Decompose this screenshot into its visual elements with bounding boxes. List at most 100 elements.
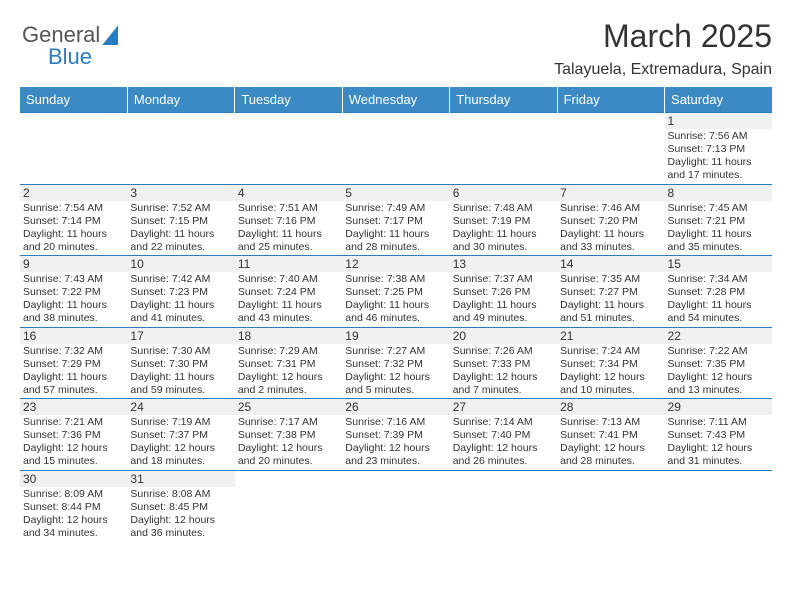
calendar-cell xyxy=(665,470,772,541)
day-number: 11 xyxy=(235,256,342,272)
calendar-cell: 16Sunrise: 7:32 AMSunset: 7:29 PMDayligh… xyxy=(20,327,127,399)
calendar-cell: 2Sunrise: 7:54 AMSunset: 7:14 PMDaylight… xyxy=(20,184,127,256)
calendar-cell: 22Sunrise: 7:22 AMSunset: 7:35 PMDayligh… xyxy=(665,327,772,399)
calendar-cell: 21Sunrise: 7:24 AMSunset: 7:34 PMDayligh… xyxy=(557,327,664,399)
calendar-week: 23Sunrise: 7:21 AMSunset: 7:36 PMDayligh… xyxy=(20,399,772,471)
day-info: Sunrise: 7:42 AMSunset: 7:23 PMDaylight:… xyxy=(130,273,231,326)
day-number: 27 xyxy=(450,399,557,415)
calendar-cell: 26Sunrise: 7:16 AMSunset: 7:39 PMDayligh… xyxy=(342,399,449,471)
day-info: Sunrise: 7:38 AMSunset: 7:25 PMDaylight:… xyxy=(345,273,446,326)
day-number: 28 xyxy=(557,399,664,415)
day-info: Sunrise: 8:09 AMSunset: 8:44 PMDaylight:… xyxy=(23,488,124,541)
calendar-table: Sunday Monday Tuesday Wednesday Thursday… xyxy=(20,87,772,541)
day-number: 15 xyxy=(665,256,772,272)
day-info: Sunrise: 7:22 AMSunset: 7:35 PMDaylight:… xyxy=(668,345,769,398)
day-number: 22 xyxy=(665,328,772,344)
day-info: Sunrise: 7:26 AMSunset: 7:33 PMDaylight:… xyxy=(453,345,554,398)
day-info: Sunrise: 7:46 AMSunset: 7:20 PMDaylight:… xyxy=(560,202,661,255)
day-number: 26 xyxy=(342,399,449,415)
calendar-cell: 8Sunrise: 7:45 AMSunset: 7:21 PMDaylight… xyxy=(665,184,772,256)
day-info: Sunrise: 7:16 AMSunset: 7:39 PMDaylight:… xyxy=(345,416,446,469)
calendar-cell: 10Sunrise: 7:42 AMSunset: 7:23 PMDayligh… xyxy=(127,256,234,328)
calendar-week: 30Sunrise: 8:09 AMSunset: 8:44 PMDayligh… xyxy=(20,470,772,541)
day-number: 19 xyxy=(342,328,449,344)
day-info: Sunrise: 7:17 AMSunset: 7:38 PMDaylight:… xyxy=(238,416,339,469)
day-number: 5 xyxy=(342,185,449,201)
day-number: 4 xyxy=(235,185,342,201)
day-info: Sunrise: 7:14 AMSunset: 7:40 PMDaylight:… xyxy=(453,416,554,469)
calendar-cell xyxy=(235,113,342,185)
calendar-cell: 12Sunrise: 7:38 AMSunset: 7:25 PMDayligh… xyxy=(342,256,449,328)
calendar-cell: 13Sunrise: 7:37 AMSunset: 7:26 PMDayligh… xyxy=(450,256,557,328)
day-header: Friday xyxy=(557,87,664,113)
logo-text-2: Blue xyxy=(48,44,92,70)
calendar-cell: 31Sunrise: 8:08 AMSunset: 8:45 PMDayligh… xyxy=(127,470,234,541)
calendar-cell xyxy=(20,113,127,185)
day-info: Sunrise: 7:51 AMSunset: 7:16 PMDaylight:… xyxy=(238,202,339,255)
logo-sail-icon xyxy=(102,25,118,45)
day-header: Sunday xyxy=(20,87,127,113)
calendar-cell: 18Sunrise: 7:29 AMSunset: 7:31 PMDayligh… xyxy=(235,327,342,399)
day-number: 17 xyxy=(127,328,234,344)
calendar-cell: 19Sunrise: 7:27 AMSunset: 7:32 PMDayligh… xyxy=(342,327,449,399)
calendar-week: 1Sunrise: 7:56 AMSunset: 7:13 PMDaylight… xyxy=(20,113,772,185)
day-number: 12 xyxy=(342,256,449,272)
day-info: Sunrise: 7:40 AMSunset: 7:24 PMDaylight:… xyxy=(238,273,339,326)
day-number: 31 xyxy=(127,471,234,487)
day-info: Sunrise: 7:49 AMSunset: 7:17 PMDaylight:… xyxy=(345,202,446,255)
day-number: 8 xyxy=(665,185,772,201)
calendar-cell: 3Sunrise: 7:52 AMSunset: 7:15 PMDaylight… xyxy=(127,184,234,256)
calendar-cell: 27Sunrise: 7:14 AMSunset: 7:40 PMDayligh… xyxy=(450,399,557,471)
calendar-week: 9Sunrise: 7:43 AMSunset: 7:22 PMDaylight… xyxy=(20,256,772,328)
calendar-cell: 15Sunrise: 7:34 AMSunset: 7:28 PMDayligh… xyxy=(665,256,772,328)
calendar-cell: 28Sunrise: 7:13 AMSunset: 7:41 PMDayligh… xyxy=(557,399,664,471)
day-number: 9 xyxy=(20,256,127,272)
day-number: 13 xyxy=(450,256,557,272)
location-text: Talayuela, Extremadura, Spain xyxy=(20,61,772,79)
day-info: Sunrise: 7:56 AMSunset: 7:13 PMDaylight:… xyxy=(668,130,769,183)
day-info: Sunrise: 7:11 AMSunset: 7:43 PMDaylight:… xyxy=(668,416,769,469)
calendar-cell: 20Sunrise: 7:26 AMSunset: 7:33 PMDayligh… xyxy=(450,327,557,399)
day-number: 25 xyxy=(235,399,342,415)
calendar-cell: 9Sunrise: 7:43 AMSunset: 7:22 PMDaylight… xyxy=(20,256,127,328)
day-header: Wednesday xyxy=(342,87,449,113)
calendar-cell xyxy=(235,470,342,541)
header: March 2025 Talayuela, Extremadura, Spain xyxy=(20,18,772,79)
calendar-cell: 1Sunrise: 7:56 AMSunset: 7:13 PMDaylight… xyxy=(665,113,772,185)
day-number: 7 xyxy=(557,185,664,201)
day-info: Sunrise: 7:32 AMSunset: 7:29 PMDaylight:… xyxy=(23,345,124,398)
day-number: 23 xyxy=(20,399,127,415)
calendar-cell: 23Sunrise: 7:21 AMSunset: 7:36 PMDayligh… xyxy=(20,399,127,471)
day-info: Sunrise: 7:24 AMSunset: 7:34 PMDaylight:… xyxy=(560,345,661,398)
day-number: 24 xyxy=(127,399,234,415)
day-number: 2 xyxy=(20,185,127,201)
day-number: 20 xyxy=(450,328,557,344)
calendar-week: 2Sunrise: 7:54 AMSunset: 7:14 PMDaylight… xyxy=(20,184,772,256)
day-number: 16 xyxy=(20,328,127,344)
day-info: Sunrise: 7:34 AMSunset: 7:28 PMDaylight:… xyxy=(668,273,769,326)
calendar-cell: 4Sunrise: 7:51 AMSunset: 7:16 PMDaylight… xyxy=(235,184,342,256)
day-info: Sunrise: 7:43 AMSunset: 7:22 PMDaylight:… xyxy=(23,273,124,326)
day-info: Sunrise: 7:45 AMSunset: 7:21 PMDaylight:… xyxy=(668,202,769,255)
calendar-cell xyxy=(557,113,664,185)
calendar-cell xyxy=(342,470,449,541)
day-header: Monday xyxy=(127,87,234,113)
day-info: Sunrise: 7:27 AMSunset: 7:32 PMDaylight:… xyxy=(345,345,446,398)
day-info: Sunrise: 7:29 AMSunset: 7:31 PMDaylight:… xyxy=(238,345,339,398)
calendar-cell: 29Sunrise: 7:11 AMSunset: 7:43 PMDayligh… xyxy=(665,399,772,471)
day-number: 30 xyxy=(20,471,127,487)
calendar-cell xyxy=(557,470,664,541)
day-header: Saturday xyxy=(665,87,772,113)
page-title: March 2025 xyxy=(20,18,772,55)
calendar-cell xyxy=(450,113,557,185)
day-info: Sunrise: 7:13 AMSunset: 7:41 PMDaylight:… xyxy=(560,416,661,469)
day-number: 1 xyxy=(665,113,772,129)
calendar-week: 16Sunrise: 7:32 AMSunset: 7:29 PMDayligh… xyxy=(20,327,772,399)
day-number: 10 xyxy=(127,256,234,272)
calendar-cell xyxy=(127,113,234,185)
day-info: Sunrise: 7:19 AMSunset: 7:37 PMDaylight:… xyxy=(130,416,231,469)
calendar-cell xyxy=(450,470,557,541)
day-number: 14 xyxy=(557,256,664,272)
day-number: 29 xyxy=(665,399,772,415)
calendar-cell: 24Sunrise: 7:19 AMSunset: 7:37 PMDayligh… xyxy=(127,399,234,471)
